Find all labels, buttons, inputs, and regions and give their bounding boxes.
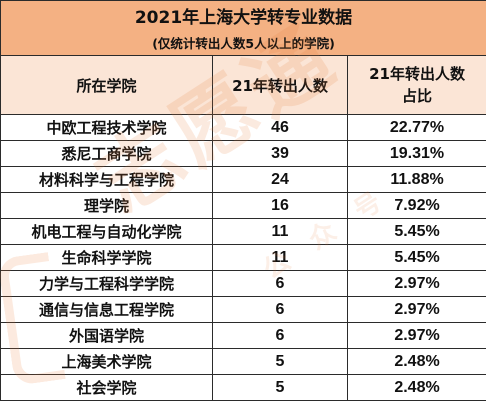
cell-ratio: 5.45% [346, 218, 486, 245]
title-row: 2021年上海大学转专业数据 [0, 0, 486, 30]
cell-ratio: 22.77% [346, 114, 486, 141]
table-title: 2021年上海大学转专业数据 [0, 0, 486, 30]
cell-school: 通信与信息工程学院 [0, 296, 213, 323]
table-row: 生命科学学院 11 5.45% [0, 244, 486, 271]
cell-school: 悉尼工商学院 [0, 140, 213, 167]
table-row: 上海美术学院 5 2.48% [0, 348, 486, 375]
table-subtitle: (仅统计转出人数5人以上的学院) [0, 30, 486, 56]
cell-count: 6 [212, 322, 348, 349]
table-row: 中欧工程技术学院 46 22.77% [0, 114, 486, 141]
cell-school: 社会学院 [0, 374, 213, 401]
cell-school: 理学院 [0, 192, 213, 219]
header-ratio: 21年转出人数 占比 [346, 55, 486, 115]
cell-count: 46 [212, 114, 348, 141]
table-row: 通信与信息工程学院 6 2.97% [0, 296, 486, 323]
cell-ratio: 19.31% [346, 140, 486, 167]
cell-count: 6 [212, 296, 348, 323]
subtitle-row: (仅统计转出人数5人以上的学院) [0, 30, 486, 56]
table-row: 力学与工程科学学院 6 2.97% [0, 270, 486, 297]
cell-ratio: 11.88% [346, 166, 486, 193]
cell-school: 外国语学院 [0, 322, 213, 349]
cell-school: 上海美术学院 [0, 348, 213, 375]
column-header-row: 所在学院 21年转出人数 21年转出人数 占比 [0, 55, 486, 115]
table-row: 理学院 16 7.92% [0, 192, 486, 219]
cell-ratio: 2.97% [346, 322, 486, 349]
header-count: 21年转出人数 [212, 55, 348, 115]
header-school: 所在学院 [0, 55, 213, 115]
table-row: 外国语学院 6 2.97% [0, 322, 486, 349]
cell-count: 11 [212, 218, 348, 245]
cell-ratio: 2.48% [346, 374, 486, 401]
cell-count: 5 [212, 348, 348, 375]
cell-ratio: 7.92% [346, 192, 486, 219]
header-ratio-line2: 占比 [402, 87, 433, 105]
table-body: 中欧工程技术学院 46 22.77% 悉尼工商学院 39 19.31% 材料科学与工程学院 2… [0, 114, 486, 401]
cell-school: 机电工程与自动化学院 [0, 218, 213, 245]
cell-ratio: 5.45% [346, 244, 486, 271]
cell-count: 39 [212, 140, 348, 167]
cell-count: 6 [212, 270, 348, 297]
cell-count: 5 [212, 374, 348, 401]
cell-count: 11 [212, 244, 348, 271]
table-row: 社会学院 5 2.48% [0, 374, 486, 401]
cell-ratio: 2.48% [346, 348, 486, 375]
table-row: 材料科学与工程学院 24 11.88% [0, 166, 486, 193]
cell-ratio: 2.97% [346, 270, 486, 297]
cell-ratio: 2.97% [346, 296, 486, 323]
cell-school: 力学与工程科学学院 [0, 270, 213, 297]
table-row: 机电工程与自动化学院 11 5.45% [0, 218, 486, 245]
cell-school: 生命科学学院 [0, 244, 213, 271]
cell-school: 中欧工程技术学院 [0, 114, 213, 141]
cell-count: 24 [212, 166, 348, 193]
table-row: 悉尼工商学院 39 19.31% [0, 140, 486, 167]
cell-school: 材料科学与工程学院 [0, 166, 213, 193]
cell-count: 16 [212, 192, 348, 219]
header-ratio-line1: 21年转出人数 [369, 65, 465, 83]
